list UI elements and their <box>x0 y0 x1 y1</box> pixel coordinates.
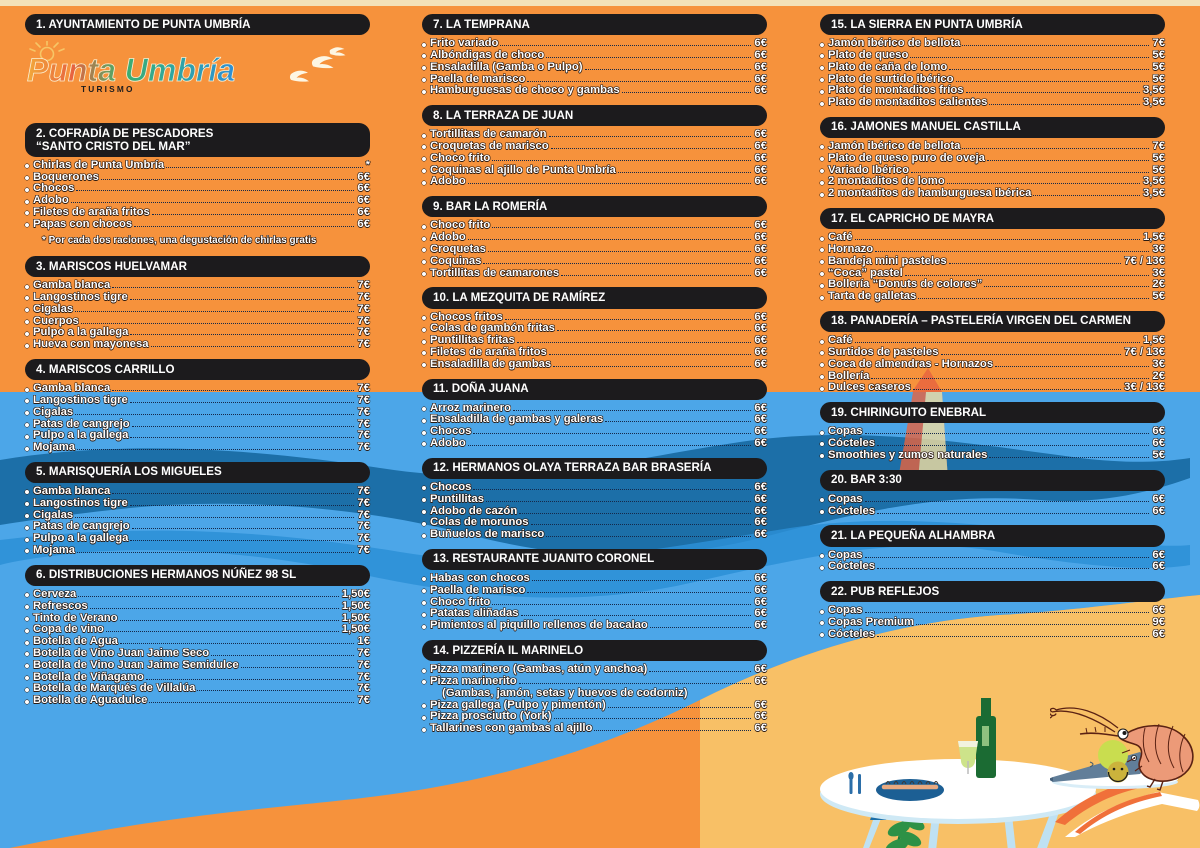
svg-text:Punta Umbría: Punta Umbría <box>27 52 235 88</box>
svg-text:TURISMO: TURISMO <box>81 84 135 94</box>
